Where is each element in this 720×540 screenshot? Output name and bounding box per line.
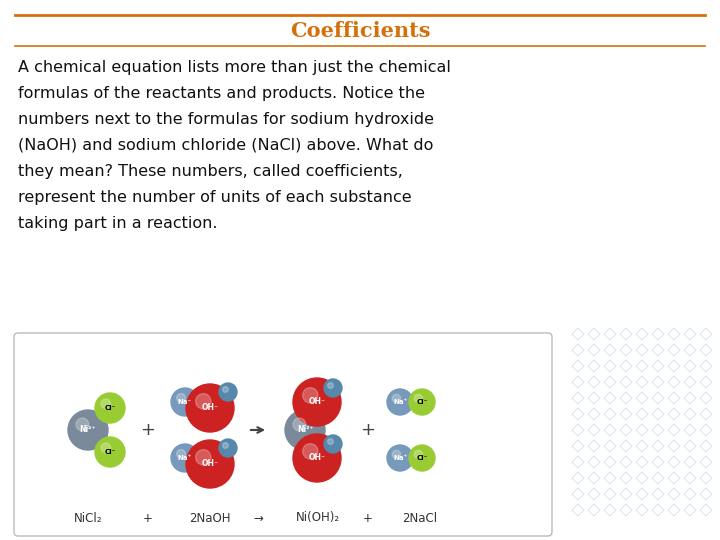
Circle shape: [222, 387, 228, 393]
Text: (NaOH) and sodium chloride (NaCl) above. What do: (NaOH) and sodium chloride (NaCl) above.…: [18, 138, 433, 153]
Text: Cl⁻: Cl⁻: [416, 399, 428, 405]
Circle shape: [302, 388, 318, 403]
Circle shape: [293, 418, 306, 431]
Text: →: →: [253, 511, 263, 524]
Text: formulas of the reactants and products. Notice the: formulas of the reactants and products. …: [18, 86, 425, 101]
Circle shape: [101, 399, 111, 409]
Circle shape: [414, 394, 423, 402]
Circle shape: [171, 444, 199, 472]
Text: 2NaCl: 2NaCl: [402, 511, 438, 524]
Circle shape: [95, 393, 125, 423]
Circle shape: [324, 379, 342, 397]
Circle shape: [171, 388, 199, 416]
Text: they mean? These numbers, called coefficients,: they mean? These numbers, called coeffic…: [18, 164, 403, 179]
Circle shape: [196, 450, 211, 465]
Circle shape: [392, 394, 400, 402]
Text: Ni²⁺: Ni²⁺: [80, 426, 96, 435]
Circle shape: [328, 438, 333, 444]
Text: Cl⁻: Cl⁻: [104, 449, 116, 455]
Circle shape: [387, 389, 413, 415]
Text: Ni²⁺: Ni²⁺: [297, 426, 313, 435]
Text: +: +: [361, 421, 376, 439]
Text: NiCl₂: NiCl₂: [73, 511, 102, 524]
Circle shape: [176, 450, 186, 458]
Text: 2NaOH: 2NaOH: [189, 511, 230, 524]
Text: Coefficients: Coefficients: [289, 21, 431, 41]
Text: +: +: [140, 421, 156, 439]
Text: A chemical equation lists more than just the chemical: A chemical equation lists more than just…: [18, 60, 451, 75]
Circle shape: [186, 440, 234, 488]
Circle shape: [285, 410, 325, 450]
Text: represent the number of units of each substance: represent the number of units of each su…: [18, 190, 412, 205]
Circle shape: [222, 443, 228, 448]
Text: numbers next to the formulas for sodium hydroxide: numbers next to the formulas for sodium …: [18, 112, 434, 127]
Circle shape: [409, 389, 435, 415]
Circle shape: [95, 437, 125, 467]
Text: OH⁻: OH⁻: [202, 403, 218, 413]
Text: OH⁻: OH⁻: [308, 454, 325, 462]
Text: Na⁺: Na⁺: [178, 455, 192, 461]
Circle shape: [392, 450, 400, 458]
Text: Na⁻: Na⁻: [178, 399, 192, 405]
Circle shape: [176, 394, 186, 402]
Circle shape: [68, 410, 108, 450]
Text: Cl⁻: Cl⁻: [104, 405, 116, 411]
Text: Cl⁻: Cl⁻: [416, 455, 428, 461]
Text: Ni(OH)₂: Ni(OH)₂: [296, 511, 340, 524]
Circle shape: [328, 383, 333, 388]
Circle shape: [219, 439, 237, 457]
Circle shape: [186, 384, 234, 432]
Text: Na⁺: Na⁺: [393, 399, 407, 405]
Circle shape: [409, 445, 435, 471]
Text: Na⁺: Na⁺: [393, 455, 407, 461]
Circle shape: [219, 383, 237, 401]
Circle shape: [76, 418, 89, 431]
Circle shape: [387, 445, 413, 471]
Circle shape: [293, 434, 341, 482]
Circle shape: [302, 443, 318, 459]
Text: +: +: [143, 511, 153, 524]
Circle shape: [414, 450, 423, 458]
Circle shape: [196, 394, 211, 409]
FancyBboxPatch shape: [14, 333, 552, 536]
Circle shape: [324, 435, 342, 453]
Circle shape: [101, 443, 111, 453]
Text: +: +: [363, 511, 373, 524]
Text: OH⁻: OH⁻: [308, 397, 325, 407]
Text: OH⁻: OH⁻: [202, 460, 218, 469]
Circle shape: [293, 378, 341, 426]
Text: taking part in a reaction.: taking part in a reaction.: [18, 216, 217, 231]
